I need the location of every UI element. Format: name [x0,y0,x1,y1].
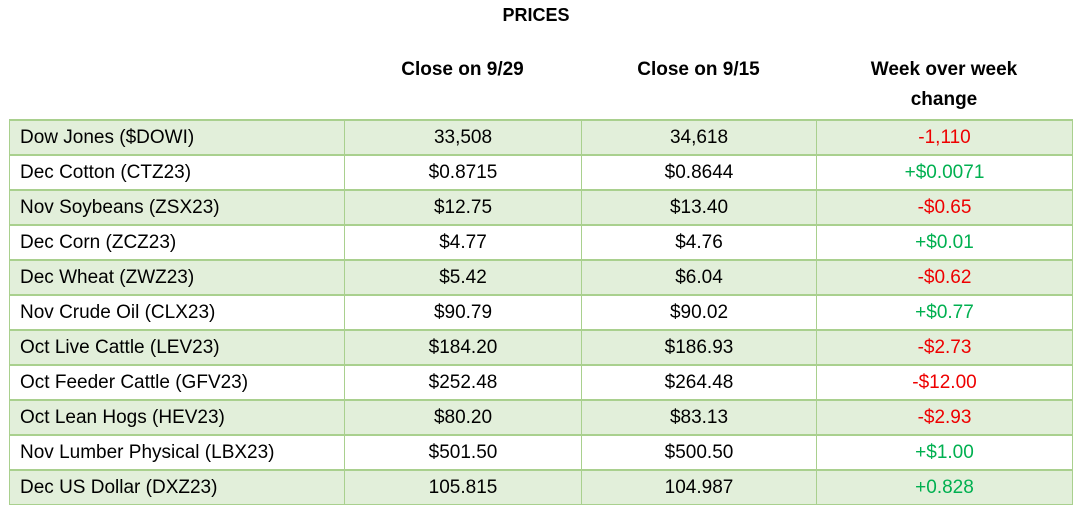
table-row: Oct Lean Hogs (HEV23) $80.20 $83.13 -$2.93 [9,399,1073,436]
row-name: Dec Cotton (CTZ23) [9,154,345,191]
row-close-a: $252.48 [344,364,582,401]
row-close-a: $12.75 [344,189,582,226]
row-name: Dec Corn (ZCZ23) [9,224,345,261]
header-change-line1: Week over week [870,59,1018,80]
row-close-a: $184.20 [344,329,582,366]
column-headers: Close on 9/29 Close on 9/15 Week over we… [9,55,1072,117]
row-close-b: $83.13 [581,399,817,436]
table-row: Dec Cotton (CTZ23) $0.8715 $0.8644 +$0.0071 [9,154,1073,191]
row-name: Dec Wheat (ZWZ23) [9,259,345,296]
row-change: +0.828 [816,469,1073,505]
row-close-a: $4.77 [344,224,582,261]
table-row: Nov Lumber Physical (LBX23) $501.50 $500.5… [9,434,1073,471]
table-row: Nov Soybeans (ZSX23) $12.75 $13.40 -$0.65 [9,189,1073,226]
row-change: +$0.77 [816,294,1073,331]
table-row: Nov Crude Oil (CLX23) $90.79 $90.02 +$0.77 [9,294,1073,331]
table-row: Dow Jones ($DOWI) 33,508 34,618 -1,110 [9,119,1073,156]
row-close-a: $90.79 [344,294,582,331]
row-name: Dow Jones ($DOWI) [9,119,345,156]
row-close-a: $501.50 [344,434,582,471]
row-name: Dec US Dollar (DXZ23) [9,469,345,505]
table-row: Oct Live Cattle (LEV23) $184.20 $186.93 -$2… [9,329,1073,366]
table-row: Dec US Dollar (DXZ23) 105.815 104.987 +0.82… [9,469,1073,505]
row-name: Nov Soybeans (ZSX23) [9,189,345,226]
row-close-b: $186.93 [581,329,817,366]
row-close-a: 33,508 [344,119,582,156]
table-row: Oct Feeder Cattle (GFV23) $252.48 $264.48-… [9,364,1073,401]
row-name: Nov Lumber Physical (LBX23) [9,434,345,471]
row-change: -$0.65 [816,189,1073,226]
header-close-a: Close on 9/29 [401,59,524,80]
row-close-a: 105.815 [344,469,582,505]
row-change: -$0.62 [816,259,1073,296]
row-close-b: $13.40 [581,189,817,226]
page-title: PRICES [502,5,570,25]
row-change: +$0.0071 [816,154,1073,191]
table-row: Dec Corn (ZCZ23) $4.77 $4.76 +$0.01 [9,224,1073,261]
row-close-b: $0.8644 [581,154,817,191]
row-close-b: 34,618 [581,119,817,156]
row-close-b: $264.48 [581,364,817,401]
row-name: Oct Live Cattle (LEV23) [9,329,345,366]
header-change-line2: change [910,89,978,110]
row-close-a: $80.20 [344,399,582,436]
row-close-a: $0.8715 [344,154,582,191]
row-change: -$2.73 [816,329,1073,366]
row-change: +$0.01 [816,224,1073,261]
row-close-a: $5.42 [344,259,582,296]
header-change: Week over week change [816,55,1072,115]
row-change: -$12.00 [816,364,1073,401]
prices-table: Dow Jones ($DOWI) 33,508 34,618 -1,110 Dec C… [9,119,1073,505]
row-change: -$2.93 [816,399,1073,436]
row-name: Nov Crude Oil (CLX23) [9,294,345,331]
row-change: -1,110 [816,119,1073,156]
table-row: Dec Wheat (ZWZ23) $5.42 $6.04 -$0.62 [9,259,1073,296]
row-name: Oct Lean Hogs (HEV23) [9,399,345,436]
header-close-b: Close on 9/15 [637,59,760,80]
row-close-b: $6.04 [581,259,817,296]
row-close-b: $500.50 [581,434,817,471]
row-close-b: $4.76 [581,224,817,261]
row-close-b: 104.987 [581,469,817,505]
row-change: +$1.00 [816,434,1073,471]
row-close-b: $90.02 [581,294,817,331]
row-name: Oct Feeder Cattle (GFV23) [9,364,345,401]
